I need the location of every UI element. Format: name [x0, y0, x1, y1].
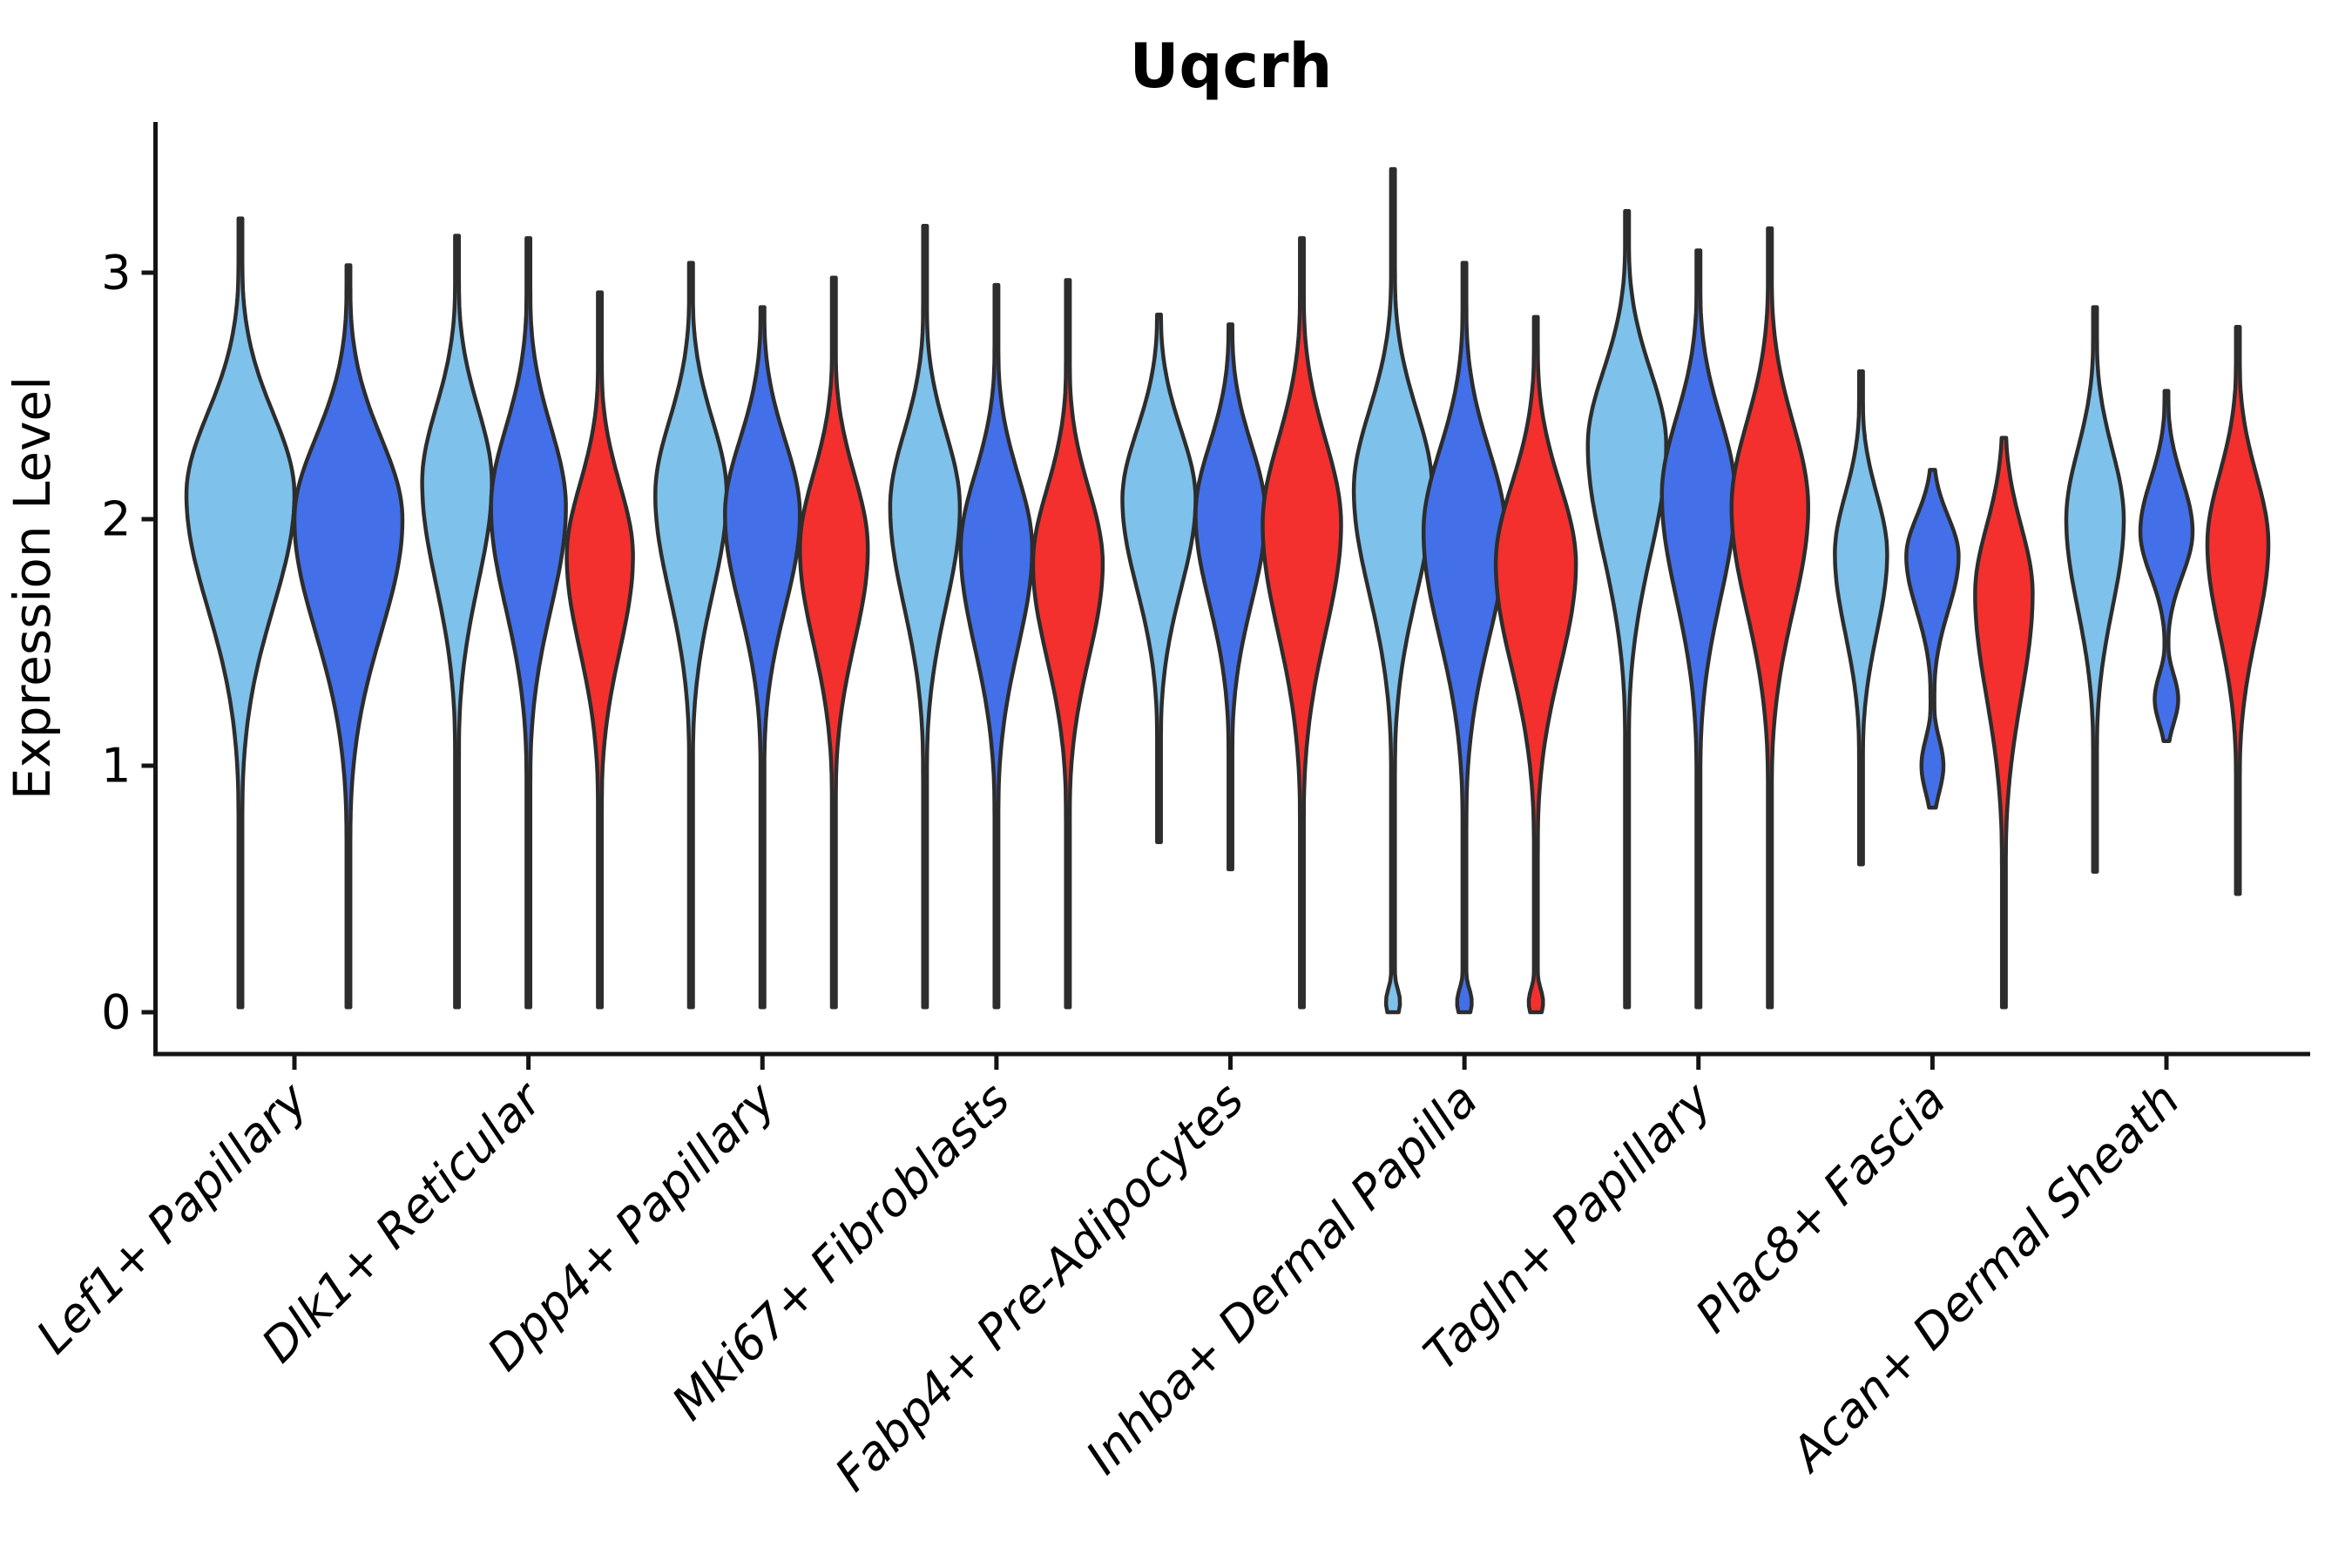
y-tick-label: 0 [101, 985, 131, 1040]
violin-lef1-papillary-series-2 [292, 263, 405, 1010]
x-category-label: Acan+ Dermal Sheath [1779, 1072, 2190, 1484]
violin-inhba-dermal-papilla-series-2 [1421, 260, 1508, 1015]
violin-tagln-papillary-series-2 [1659, 248, 1737, 1010]
chart-title: Uqcrh [1130, 30, 1333, 102]
violin-plac8-fascia-series-3 [1973, 436, 2035, 1010]
violin-dpp4-papillary-series-3 [798, 275, 870, 1010]
violin-dlk1-reticular-series-2 [489, 236, 568, 1010]
violin-mki67-fibroblasts-series-2 [958, 282, 1035, 1010]
y-tick-label: 2 [101, 492, 131, 547]
x-category-label: Fabp4+ Pre-Adipocytes [824, 1072, 1254, 1502]
y-tick-label: 3 [101, 246, 131, 301]
violin-fabp4-pre-adipocytes-series-3 [1260, 236, 1343, 1010]
violin-tagln-papillary-series-1 [1585, 209, 1668, 1010]
x-category-label: Inhba+ Dermal Papilla [1076, 1072, 1489, 1485]
violin-inhba-dermal-papilla-series-1 [1351, 166, 1435, 1015]
violin-lef1-papillary-series-1 [184, 216, 297, 1010]
y-tick-label: 1 [101, 739, 131, 794]
violin-dlk1-reticular-series-1 [420, 233, 494, 1010]
violin-plac8-fascia-series-2 [1904, 468, 1961, 810]
violin-fabp4-pre-adipocytes-series-1 [1120, 312, 1198, 844]
violin-fabp4-pre-adipocytes-series-2 [1193, 322, 1267, 872]
violin-acan-dermal-sheath-series-1 [2064, 305, 2126, 874]
violin-dpp4-papillary-series-1 [653, 260, 729, 1010]
violin-acan-dermal-sheath-series-3 [2205, 325, 2271, 896]
violin-inhba-dermal-papilla-series-3 [1493, 314, 1578, 1015]
violin-acan-dermal-sheath-series-2 [2138, 389, 2195, 743]
axis-spines [153, 122, 2310, 1057]
violin-dpp4-papillary-series-2 [723, 305, 802, 1010]
violin-dlk1-reticular-series-3 [564, 290, 635, 1010]
violin-plac8-fascia-series-1 [1833, 368, 1889, 867]
y-axis-label: Expression Level [3, 376, 62, 800]
violin-tagln-papillary-series-3 [1729, 226, 1810, 1010]
violin-mki67-fibroblasts-series-1 [888, 223, 963, 1010]
violin-mki67-fibroblasts-series-3 [1031, 278, 1105, 1010]
x-category-label: Plac8+ Fascia [1685, 1072, 1956, 1343]
